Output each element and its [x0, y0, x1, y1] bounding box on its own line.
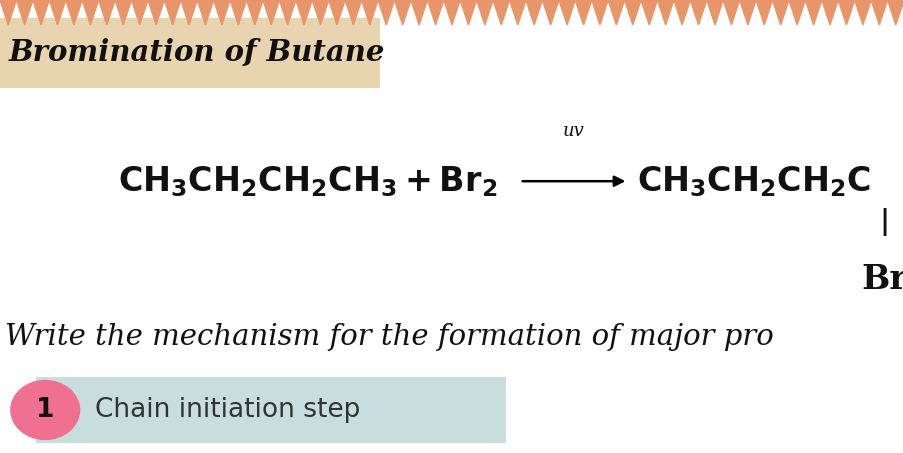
Polygon shape [837, 0, 853, 25]
Polygon shape [542, 0, 558, 25]
Polygon shape [98, 0, 115, 25]
Polygon shape [295, 0, 312, 25]
Polygon shape [0, 0, 16, 25]
Polygon shape [640, 0, 656, 25]
Polygon shape [788, 0, 805, 25]
Polygon shape [476, 0, 492, 25]
Polygon shape [755, 0, 772, 25]
FancyBboxPatch shape [0, 18, 379, 88]
Polygon shape [887, 0, 903, 25]
Polygon shape [312, 0, 329, 25]
Polygon shape [394, 0, 411, 25]
Text: Br: Br [861, 263, 903, 296]
FancyBboxPatch shape [36, 377, 506, 443]
Polygon shape [164, 0, 181, 25]
Polygon shape [574, 0, 591, 25]
Text: 1: 1 [36, 397, 54, 423]
Polygon shape [230, 0, 247, 25]
Polygon shape [673, 0, 690, 25]
Polygon shape [624, 0, 640, 25]
Polygon shape [591, 0, 608, 25]
Polygon shape [870, 0, 887, 25]
Polygon shape [115, 0, 131, 25]
Ellipse shape [11, 381, 79, 439]
Polygon shape [213, 0, 230, 25]
Polygon shape [279, 0, 295, 25]
Polygon shape [805, 0, 821, 25]
Polygon shape [197, 0, 213, 25]
Polygon shape [558, 0, 574, 25]
Text: uv: uv [563, 122, 584, 140]
Polygon shape [247, 0, 263, 25]
Polygon shape [345, 0, 361, 25]
Text: |: | [878, 208, 889, 236]
Polygon shape [329, 0, 345, 25]
Text: Write the mechanism for the formation of major pro: Write the mechanism for the formation of… [5, 323, 772, 352]
Polygon shape [50, 0, 66, 25]
Polygon shape [690, 0, 706, 25]
Polygon shape [131, 0, 148, 25]
Polygon shape [739, 0, 755, 25]
Polygon shape [706, 0, 722, 25]
Polygon shape [853, 0, 870, 25]
Text: $\mathbf{CH_3CH_2CH_2C}$: $\mathbf{CH_3CH_2CH_2C}$ [637, 164, 870, 198]
Polygon shape [82, 0, 98, 25]
Polygon shape [361, 0, 377, 25]
Polygon shape [608, 0, 624, 25]
Polygon shape [427, 0, 443, 25]
Polygon shape [526, 0, 542, 25]
Polygon shape [263, 0, 279, 25]
Text: Bromination of Butane: Bromination of Butane [9, 39, 385, 67]
Text: $\mathbf{CH_3CH_2CH_2CH_3 + Br_2}$: $\mathbf{CH_3CH_2CH_2CH_3 + Br_2}$ [117, 164, 497, 198]
Polygon shape [411, 0, 427, 25]
Polygon shape [33, 0, 50, 25]
Polygon shape [722, 0, 739, 25]
Polygon shape [772, 0, 788, 25]
Polygon shape [656, 0, 673, 25]
Polygon shape [509, 0, 526, 25]
Polygon shape [66, 0, 82, 25]
Polygon shape [460, 0, 476, 25]
Polygon shape [492, 0, 509, 25]
Text: Chain initiation step: Chain initiation step [95, 397, 360, 423]
Polygon shape [148, 0, 164, 25]
Polygon shape [821, 0, 837, 25]
Polygon shape [181, 0, 197, 25]
Polygon shape [377, 0, 394, 25]
Polygon shape [443, 0, 460, 25]
Polygon shape [16, 0, 33, 25]
